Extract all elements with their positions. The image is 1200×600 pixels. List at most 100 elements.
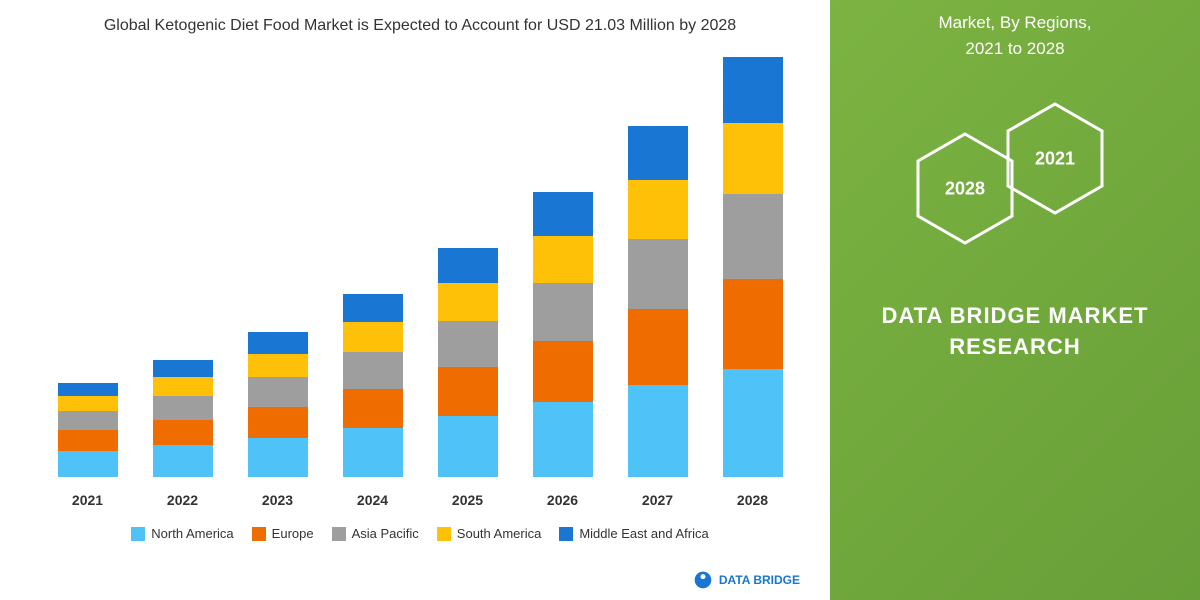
x-axis-label: 2024 xyxy=(338,492,408,508)
bar-segment xyxy=(58,451,118,477)
legend-item: North America xyxy=(131,526,233,541)
legend-label: North America xyxy=(151,526,233,541)
bar-segment xyxy=(628,309,688,385)
chart-panel: Global Ketogenic Diet Food Market is Exp… xyxy=(0,0,830,600)
bar-segment xyxy=(153,445,213,477)
x-axis-label: 2027 xyxy=(623,492,693,508)
bar-group xyxy=(528,192,598,477)
bar-segment xyxy=(343,428,403,477)
bar-segment xyxy=(628,180,688,239)
bar-segment xyxy=(438,283,498,321)
bar-segment xyxy=(628,239,688,310)
legend-swatch xyxy=(332,527,346,541)
bar-segment xyxy=(248,354,308,378)
x-axis-label: 2025 xyxy=(433,492,503,508)
bar-segment xyxy=(438,416,498,477)
small-logo: DATA BRIDGE xyxy=(693,570,800,590)
bar-segment xyxy=(533,283,593,341)
right-panel: Market, By Regions, 2021 to 2028 2028 20… xyxy=(830,0,1200,600)
bar-segment xyxy=(248,438,308,478)
bar-segment xyxy=(343,294,403,321)
brand-text: DATA BRIDGE MARKET RESEARCH xyxy=(882,301,1149,363)
bar-segment xyxy=(58,411,118,430)
bar-segment xyxy=(723,57,783,123)
hexagon-2021: 2021 xyxy=(1005,101,1105,216)
bar-group xyxy=(148,360,218,477)
x-axis-label: 2028 xyxy=(718,492,788,508)
bar-stack xyxy=(248,332,308,477)
bar-segment xyxy=(248,377,308,406)
bar-stack xyxy=(153,360,213,477)
bar-segment xyxy=(343,389,403,429)
legend: North America Europe Asia Pacific South Ame… xyxy=(30,526,810,541)
x-axis: 2021 2022 2023 2024 2025 2026 2027 2028 xyxy=(30,492,810,508)
bar-stack xyxy=(343,294,403,477)
legend-swatch xyxy=(131,527,145,541)
bar-segment xyxy=(723,194,783,279)
right-title: Market, By Regions, 2021 to 2028 xyxy=(938,10,1091,61)
brand-line1: DATA BRIDGE MARKET xyxy=(882,301,1149,332)
bar-segment xyxy=(248,332,308,354)
x-axis-label: 2022 xyxy=(148,492,218,508)
bar-group xyxy=(718,57,788,477)
x-axis-label: 2026 xyxy=(528,492,598,508)
hex2-label: 2021 xyxy=(1035,148,1075,169)
x-axis-label: 2021 xyxy=(53,492,123,508)
legend-label: Middle East and Africa xyxy=(579,526,708,541)
bar-segment xyxy=(438,248,498,283)
bar-segment xyxy=(153,377,213,396)
bar-segment xyxy=(533,192,593,235)
chart-area xyxy=(30,57,810,477)
legend-swatch xyxy=(559,527,573,541)
bar-group xyxy=(338,294,408,477)
bars-container xyxy=(40,57,800,477)
bar-stack xyxy=(628,126,688,477)
bar-segment xyxy=(723,369,783,478)
bar-stack xyxy=(723,57,783,477)
legend-item: Middle East and Africa xyxy=(559,526,708,541)
bar-segment xyxy=(723,123,783,194)
bar-segment xyxy=(533,341,593,402)
hexagon-2028: 2028 xyxy=(915,131,1015,246)
legend-item: Asia Pacific xyxy=(332,526,419,541)
brand-line2: RESEARCH xyxy=(882,332,1149,363)
bar-stack xyxy=(438,248,498,477)
bar-segment xyxy=(153,396,213,420)
bar-segment xyxy=(248,407,308,438)
bar-group xyxy=(243,332,313,477)
bar-segment xyxy=(438,367,498,416)
bar-group xyxy=(623,126,693,477)
bar-stack xyxy=(58,383,118,477)
legend-item: South America xyxy=(437,526,542,541)
bar-segment xyxy=(343,352,403,389)
bar-segment xyxy=(58,396,118,411)
right-title-line2: 2021 to 2028 xyxy=(938,36,1091,62)
x-axis-label: 2023 xyxy=(243,492,313,508)
right-title-line1: Market, By Regions, xyxy=(938,10,1091,36)
bar-segment xyxy=(533,402,593,478)
bar-segment xyxy=(628,126,688,180)
hexagons: 2028 2021 xyxy=(915,101,1115,261)
chart-title: Global Ketogenic Diet Food Market is Exp… xyxy=(30,15,810,37)
bar-segment xyxy=(153,420,213,445)
bar-segment xyxy=(723,279,783,369)
legend-label: Asia Pacific xyxy=(352,526,419,541)
legend-label: South America xyxy=(457,526,542,541)
bar-segment xyxy=(153,360,213,377)
small-logo-text: DATA BRIDGE xyxy=(719,573,800,587)
bar-segment xyxy=(58,430,118,451)
legend-item: Europe xyxy=(252,526,314,541)
logo-icon xyxy=(693,570,713,590)
bar-stack xyxy=(533,192,593,477)
legend-swatch xyxy=(252,527,266,541)
bar-segment xyxy=(438,321,498,367)
hex1-label: 2028 xyxy=(945,178,985,199)
bar-segment xyxy=(533,236,593,283)
bar-group xyxy=(53,383,123,477)
bar-segment xyxy=(58,383,118,396)
bar-segment xyxy=(343,322,403,352)
legend-label: Europe xyxy=(272,526,314,541)
bar-group xyxy=(433,248,503,477)
bar-segment xyxy=(628,385,688,477)
legend-swatch xyxy=(437,527,451,541)
